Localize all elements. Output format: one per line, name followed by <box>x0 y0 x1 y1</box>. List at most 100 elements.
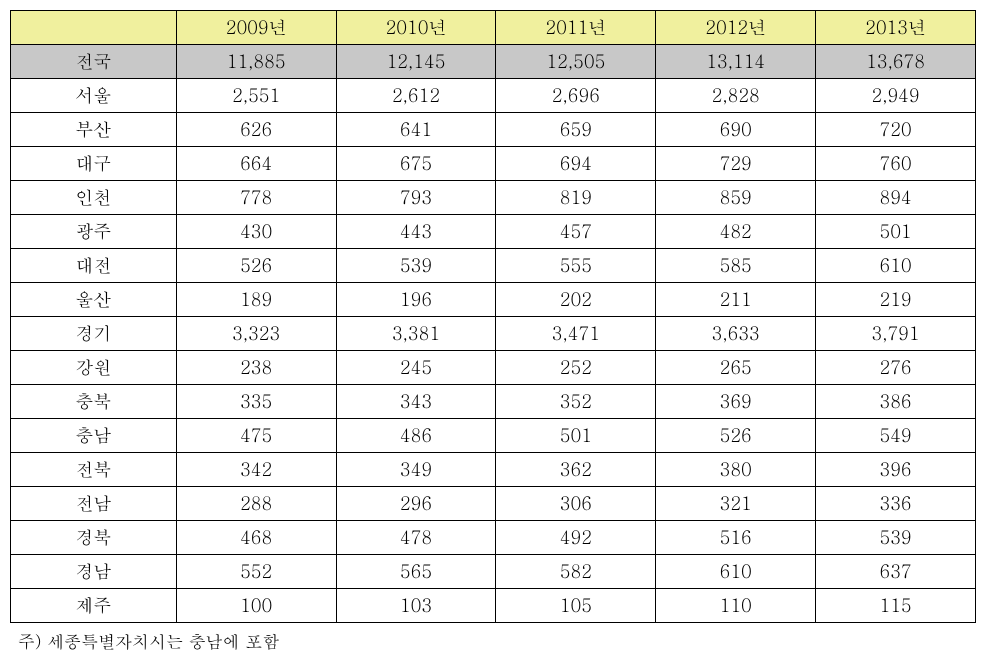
table-row: 경기3,3233,3813,4713,6333,791 <box>11 317 976 351</box>
cell-value: 637 <box>816 555 976 589</box>
cell-value: 11,885 <box>176 45 336 79</box>
cell-value: 252 <box>496 351 656 385</box>
cell-value: 501 <box>816 215 976 249</box>
row-label: 울산 <box>11 283 177 317</box>
cell-value: 549 <box>816 419 976 453</box>
table-row: 제주100103105110115 <box>11 589 976 623</box>
table-row: 대전526539555585610 <box>11 249 976 283</box>
cell-value: 3,381 <box>336 317 496 351</box>
cell-value: 475 <box>176 419 336 453</box>
table-row: 전북342349362380396 <box>11 453 976 487</box>
cell-value: 219 <box>816 283 976 317</box>
year-header: 2012년 <box>656 11 816 45</box>
table-row: 경북468478492516539 <box>11 521 976 555</box>
summary-row: 전국11,88512,14512,50513,11413,678 <box>11 45 976 79</box>
cell-value: 3,323 <box>176 317 336 351</box>
cell-value: 675 <box>336 147 496 181</box>
cell-value: 664 <box>176 147 336 181</box>
cell-value: 659 <box>496 113 656 147</box>
row-label: 경기 <box>11 317 177 351</box>
cell-value: 641 <box>336 113 496 147</box>
cell-value: 539 <box>816 521 976 555</box>
cell-value: 105 <box>496 589 656 623</box>
cell-value: 306 <box>496 487 656 521</box>
cell-value: 3,791 <box>816 317 976 351</box>
year-header: 2010년 <box>336 11 496 45</box>
cell-value: 321 <box>656 487 816 521</box>
cell-value: 430 <box>176 215 336 249</box>
cell-value: 690 <box>656 113 816 147</box>
year-header: 2013년 <box>816 11 976 45</box>
table-row: 대구664675694729760 <box>11 147 976 181</box>
cell-value: 760 <box>816 147 976 181</box>
row-label: 제주 <box>11 589 177 623</box>
table-row: 인천778793819859894 <box>11 181 976 215</box>
cell-value: 819 <box>496 181 656 215</box>
table-row: 강원238245252265276 <box>11 351 976 385</box>
cell-value: 396 <box>816 453 976 487</box>
cell-value: 565 <box>336 555 496 589</box>
cell-value: 468 <box>176 521 336 555</box>
cell-value: 362 <box>496 453 656 487</box>
cell-value: 626 <box>176 113 336 147</box>
cell-value: 238 <box>176 351 336 385</box>
cell-value: 457 <box>496 215 656 249</box>
cell-value: 2,696 <box>496 79 656 113</box>
table-row: 충남475486501526549 <box>11 419 976 453</box>
year-header: 2011년 <box>496 11 656 45</box>
cell-value: 2,949 <box>816 79 976 113</box>
cell-value: 729 <box>656 147 816 181</box>
table-body: 전국11,88512,14512,50513,11413,678서울2,5512… <box>11 45 976 623</box>
cell-value: 3,633 <box>656 317 816 351</box>
cell-value: 859 <box>656 181 816 215</box>
cell-value: 115 <box>816 589 976 623</box>
cell-value: 793 <box>336 181 496 215</box>
row-label: 부산 <box>11 113 177 147</box>
cell-value: 478 <box>336 521 496 555</box>
table-row: 경남552565582610637 <box>11 555 976 589</box>
cell-value: 585 <box>656 249 816 283</box>
table-row: 서울2,5512,6122,6962,8282,949 <box>11 79 976 113</box>
row-label: 경남 <box>11 555 177 589</box>
cell-value: 486 <box>336 419 496 453</box>
cell-value: 2,612 <box>336 79 496 113</box>
cell-value: 2,828 <box>656 79 816 113</box>
row-label: 인천 <box>11 181 177 215</box>
cell-value: 3,471 <box>496 317 656 351</box>
header-row: 2009년 2010년 2011년 2012년 2013년 <box>11 11 976 45</box>
cell-value: 288 <box>176 487 336 521</box>
cell-value: 100 <box>176 589 336 623</box>
cell-value: 343 <box>336 385 496 419</box>
cell-value: 196 <box>336 283 496 317</box>
cell-value: 189 <box>176 283 336 317</box>
table-row: 광주430443457482501 <box>11 215 976 249</box>
cell-value: 555 <box>496 249 656 283</box>
cell-value: 276 <box>816 351 976 385</box>
cell-value: 610 <box>656 555 816 589</box>
cell-value: 526 <box>176 249 336 283</box>
cell-value: 894 <box>816 181 976 215</box>
cell-value: 501 <box>496 419 656 453</box>
corner-cell <box>11 11 177 45</box>
cell-value: 349 <box>336 453 496 487</box>
cell-value: 12,145 <box>336 45 496 79</box>
cell-value: 482 <box>656 215 816 249</box>
cell-value: 492 <box>496 521 656 555</box>
cell-value: 380 <box>656 453 816 487</box>
cell-value: 386 <box>816 385 976 419</box>
cell-value: 352 <box>496 385 656 419</box>
row-label: 서울 <box>11 79 177 113</box>
data-table: 2009년 2010년 2011년 2012년 2013년 전국11,88512… <box>10 10 976 623</box>
cell-value: 245 <box>336 351 496 385</box>
cell-value: 202 <box>496 283 656 317</box>
row-label: 충남 <box>11 419 177 453</box>
cell-value: 12,505 <box>496 45 656 79</box>
cell-value: 582 <box>496 555 656 589</box>
row-label: 강원 <box>11 351 177 385</box>
row-label: 대구 <box>11 147 177 181</box>
table-row: 울산189196202211219 <box>11 283 976 317</box>
row-label: 충북 <box>11 385 177 419</box>
cell-value: 335 <box>176 385 336 419</box>
row-label: 전국 <box>11 45 177 79</box>
row-label: 대전 <box>11 249 177 283</box>
